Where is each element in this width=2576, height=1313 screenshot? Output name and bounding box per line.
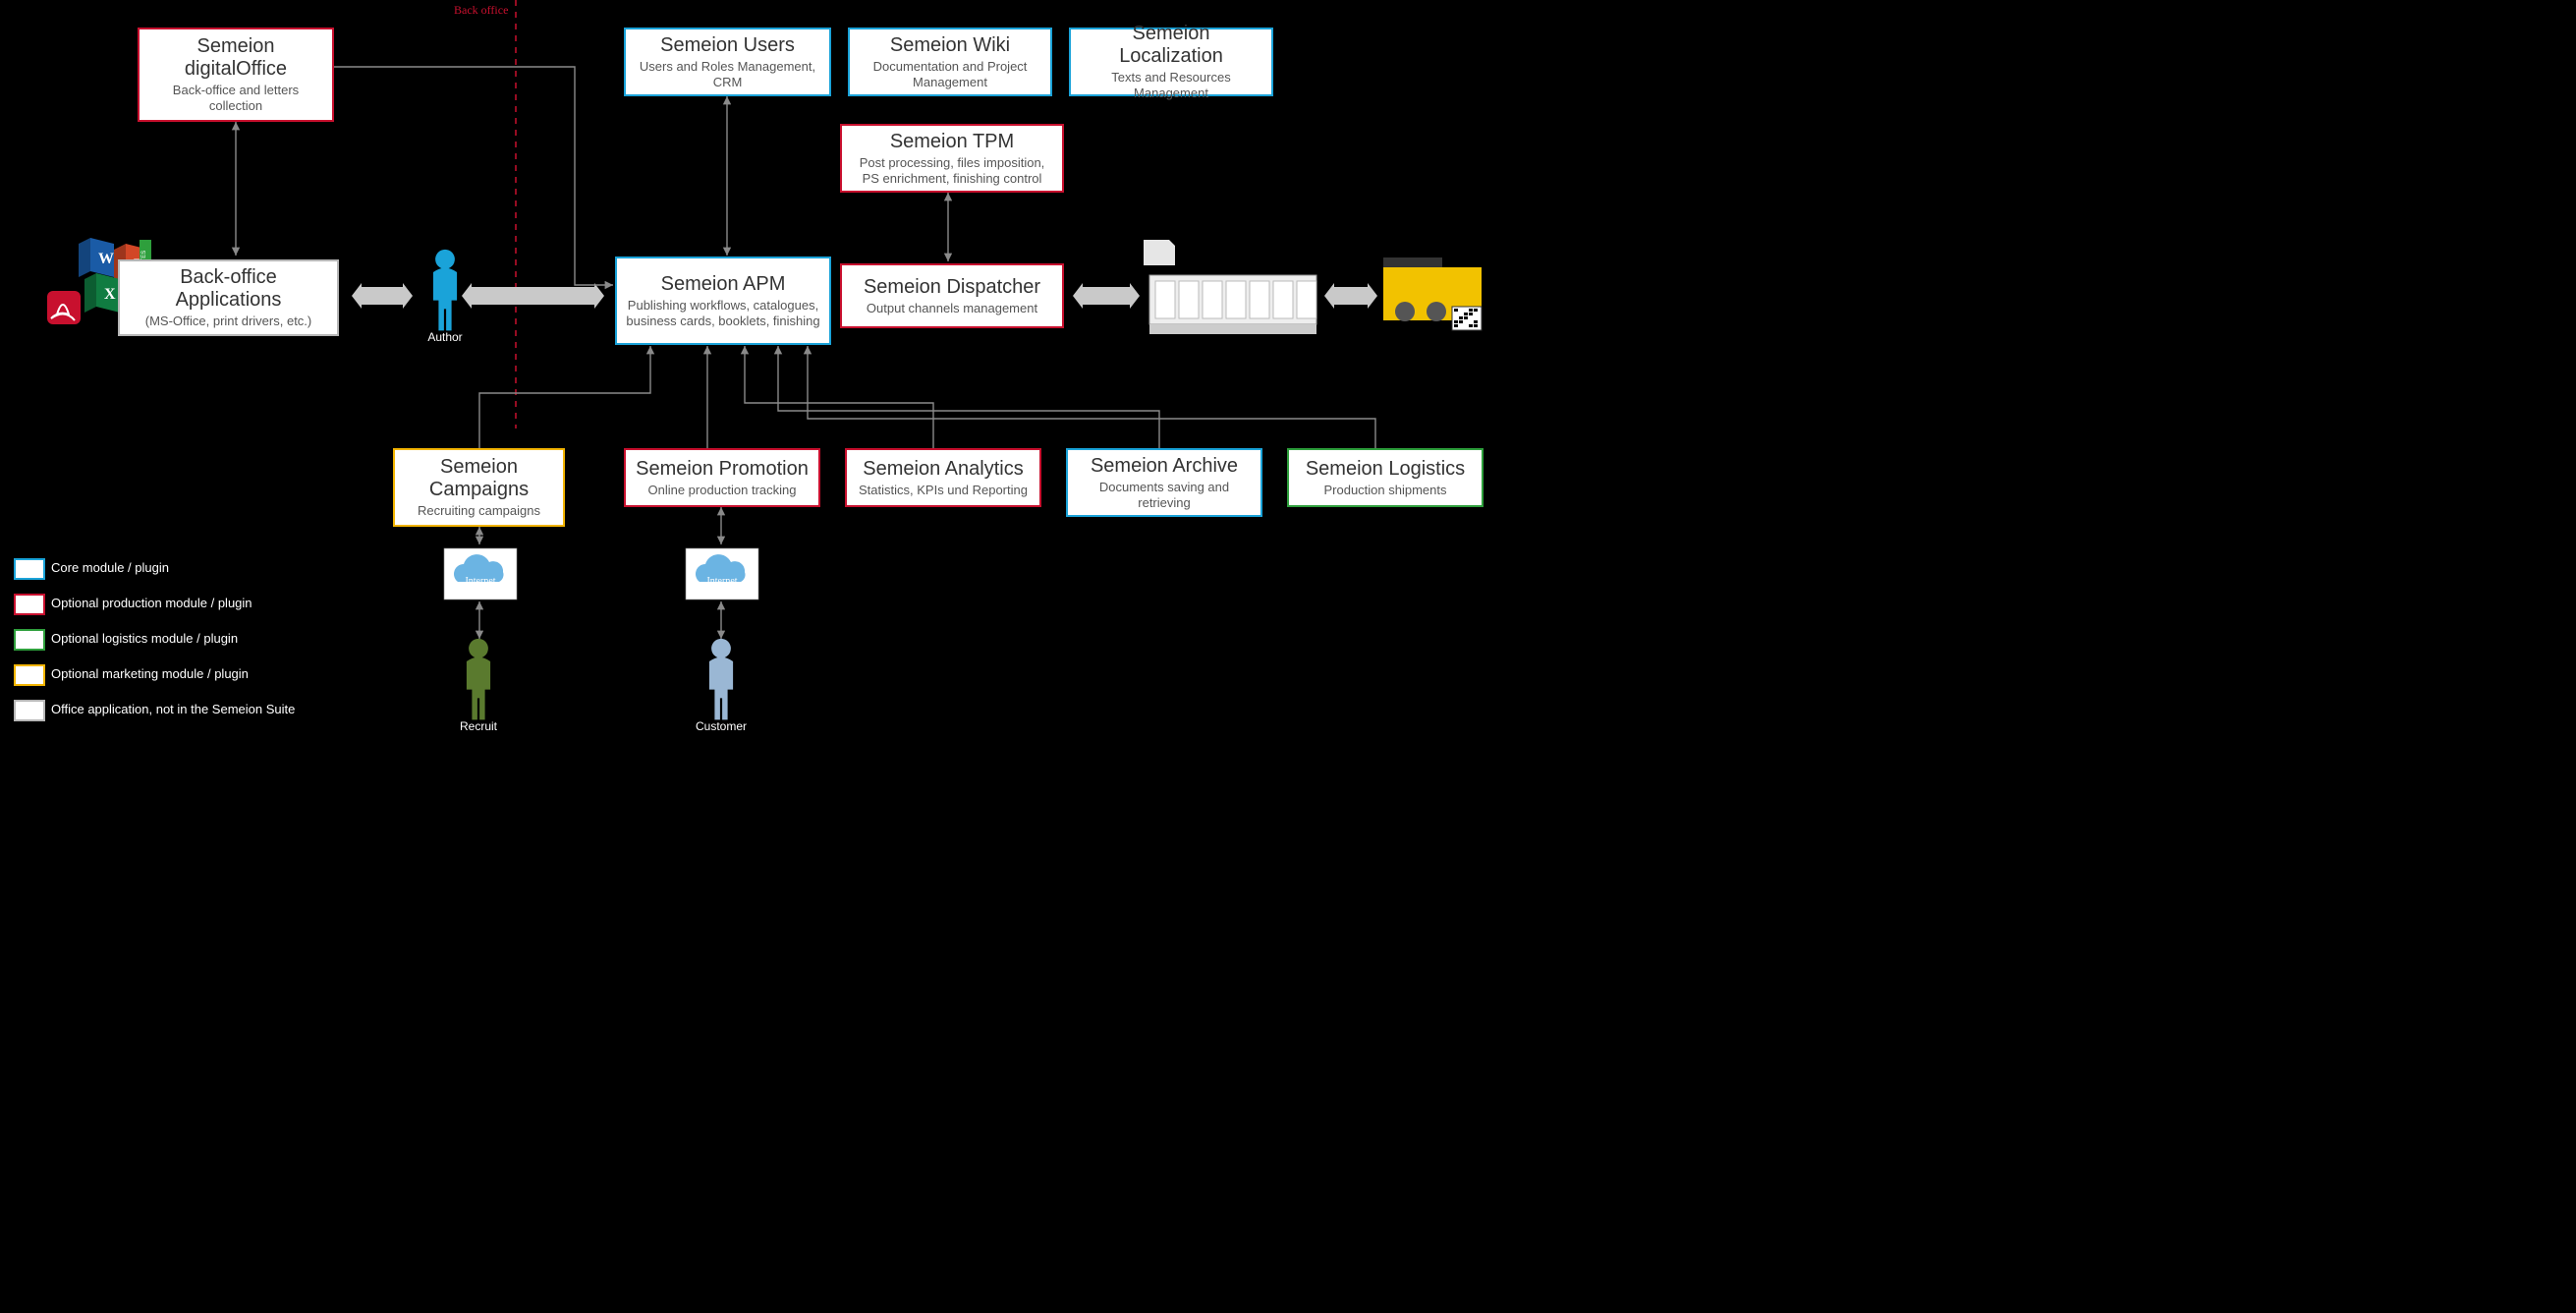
node-title: Semeion APM bbox=[625, 273, 821, 296]
node-subtitle: Texts and Resources Management bbox=[1079, 70, 1263, 100]
node-title: Semeion Promotion bbox=[634, 458, 811, 481]
node-archive: Semeion ArchiveDocuments saving and retr… bbox=[1066, 448, 1262, 517]
node-analytics: Semeion Analytics Statistics, KPIs und Re… bbox=[845, 448, 1041, 507]
node-title: Semeion digitalOffice bbox=[147, 35, 324, 81]
svg-text:W: W bbox=[98, 251, 114, 267]
node-localization: Semeion LocalizationTexts and Resources … bbox=[1069, 28, 1273, 96]
legend-label: Core module / plugin bbox=[51, 560, 169, 575]
node-title: Semeion TPM bbox=[850, 131, 1054, 153]
node-title: Semeion Dispatcher bbox=[850, 276, 1054, 299]
node-subtitle: Recruiting campaigns bbox=[403, 503, 555, 519]
legend-label: Office application, not in the Semeion S… bbox=[51, 702, 295, 716]
node-subtitle: Users and Roles Management, CRM bbox=[634, 59, 821, 89]
node-subtitle: Documents saving and retrieving bbox=[1076, 480, 1253, 510]
node-subtitle: Back-office and letters collection bbox=[147, 83, 324, 113]
diagram-stage: Back officeWPXTEMPLATESInternetInternet … bbox=[0, 0, 1486, 771]
node-tpm: Semeion TPMPost processing, files imposi… bbox=[840, 124, 1064, 193]
legend-label: Optional logistics module / plugin bbox=[51, 631, 238, 646]
person-label-author: Author bbox=[418, 330, 473, 344]
legend-swatch bbox=[14, 664, 45, 686]
node-subtitle: Statistics, KPIs und Reporting bbox=[855, 483, 1032, 498]
legend-swatch bbox=[14, 629, 45, 651]
node-apm: Semeion APMPublishing workflows, catalog… bbox=[615, 257, 831, 345]
person-label-recruit: Recruit bbox=[451, 719, 506, 733]
node-dispatcher: Semeion Dispatcher Output channels manage… bbox=[840, 263, 1064, 328]
node-subtitle: Production shipments bbox=[1297, 483, 1474, 498]
node-title: Semeion Logistics bbox=[1297, 458, 1474, 481]
node-title: Semeion Users bbox=[634, 34, 821, 57]
svg-text:X: X bbox=[104, 286, 116, 303]
node-subtitle: Output channels management bbox=[850, 301, 1054, 316]
legend-label: Optional marketing module / plugin bbox=[51, 666, 249, 681]
svg-text:Internet: Internet bbox=[706, 576, 737, 587]
node-wiki: Semeion WikiDocumentation and Project Ma… bbox=[848, 28, 1052, 96]
node-subtitle: Documentation and Project Management bbox=[858, 59, 1042, 89]
node-users: Semeion UsersUsers and Roles Management,… bbox=[624, 28, 831, 96]
node-campaigns: Semeion Campaigns Recruiting campaigns bbox=[393, 448, 565, 527]
node-subtitle: Online production tracking bbox=[634, 483, 811, 498]
node-title: Back-office Applications bbox=[128, 266, 329, 312]
node-promotion: Semeion Promotion Online production track… bbox=[624, 448, 820, 507]
person-label-customer: Customer bbox=[694, 719, 749, 733]
node-title: Semeion Archive bbox=[1076, 455, 1253, 478]
node-subtitle: Publishing workflows, catalogues, busine… bbox=[625, 298, 821, 328]
legend-swatch bbox=[14, 558, 45, 580]
node-subtitle: (MS-Office, print drivers, etc.) bbox=[128, 314, 329, 329]
legend-swatch bbox=[14, 594, 45, 615]
node-title: Semeion Wiki bbox=[858, 34, 1042, 57]
node-title: Semeion Localization bbox=[1079, 23, 1263, 68]
node-logistics: Semeion Logistics Production shipments bbox=[1287, 448, 1484, 507]
node-backoffice: Back-office Applications (MS-Office, prin… bbox=[118, 259, 339, 336]
svg-text:Internet: Internet bbox=[465, 576, 495, 587]
legend-label: Optional production module / plugin bbox=[51, 596, 252, 610]
node-digitalOffice: Semeion digitalOfficeBack-office and let… bbox=[138, 28, 334, 122]
svg-text:Back office: Back office bbox=[454, 3, 508, 17]
node-title: Semeion Analytics bbox=[855, 458, 1032, 481]
node-subtitle: Post processing, files imposition, PS en… bbox=[850, 155, 1054, 186]
legend-swatch bbox=[14, 700, 45, 721]
node-title: Semeion Campaigns bbox=[403, 456, 555, 501]
